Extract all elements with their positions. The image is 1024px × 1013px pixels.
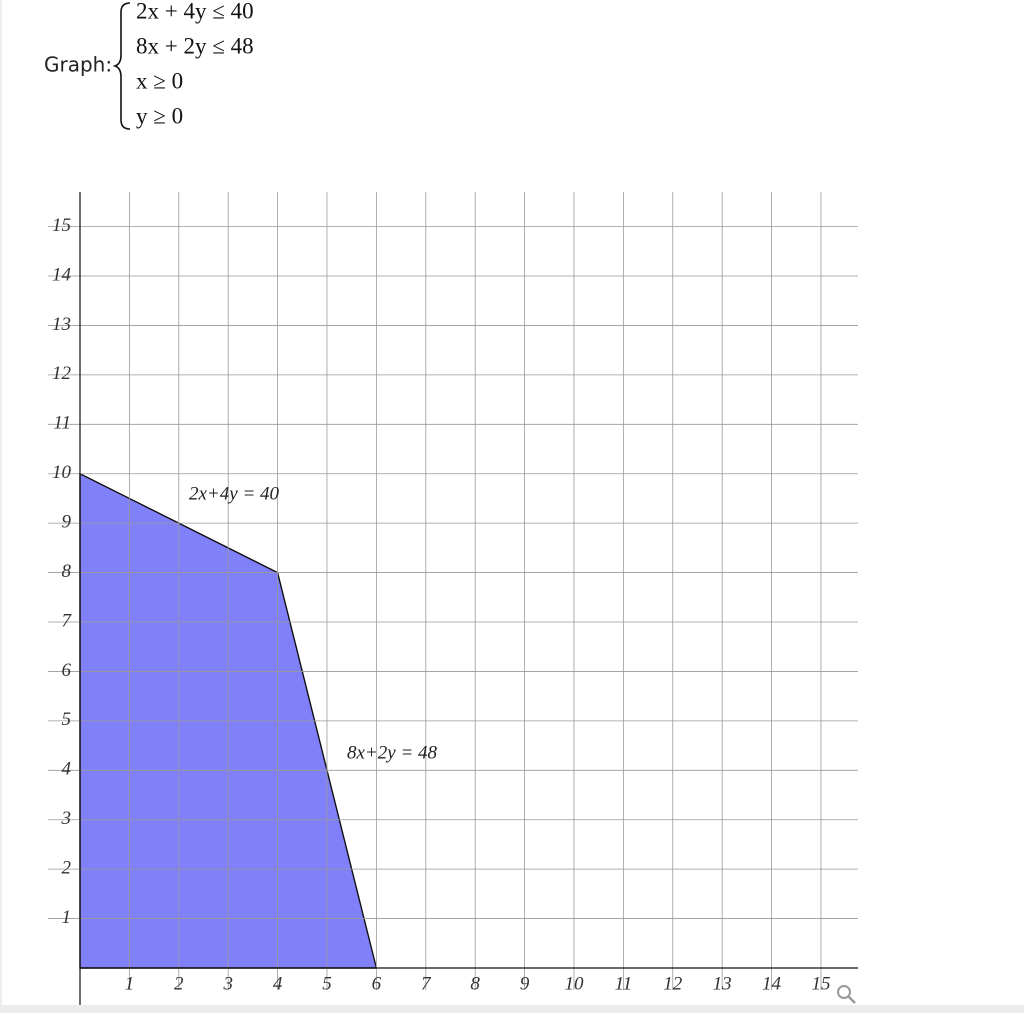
brace [112, 2, 131, 130]
y-tick-label: 14 [52, 264, 72, 285]
magnifier-handle[interactable] [847, 995, 856, 1004]
inequality: 8x + 2y ≤ 48 [136, 33, 254, 58]
inequality: 2x + 4y ≤ 40 [136, 0, 254, 23]
bottom-bar [0, 1005, 1024, 1013]
line-label: 8x+2y = 48 [347, 742, 438, 763]
x-tick-label: 15 [811, 973, 830, 994]
inequality: x ≥ 0 [136, 68, 183, 93]
y-tick-label: 11 [53, 413, 71, 434]
y-tick-label: 7 [62, 610, 73, 631]
x-tick-label: 8 [470, 973, 480, 994]
x-tick-label: 2 [174, 973, 184, 994]
y-tick-label: 12 [52, 363, 72, 384]
y-tick-label: 1 [62, 907, 72, 928]
x-tick-label: 9 [520, 973, 530, 994]
x-tick-label: 11 [615, 973, 633, 994]
x-tick-label: 7 [421, 973, 432, 994]
magnifier[interactable] [837, 985, 856, 1004]
x-tick-label: 10 [564, 973, 584, 994]
x-tick-label: 3 [222, 973, 233, 994]
line-label: 2x+4y = 40 [189, 483, 280, 504]
magnifier-lens[interactable] [837, 985, 851, 999]
y-tick-label: 8 [62, 561, 72, 582]
y-tick-label: 6 [62, 660, 72, 681]
x-tick-label: 14 [762, 973, 782, 994]
y-tick-label: 10 [52, 462, 72, 483]
graph-label: Graph: [44, 53, 112, 77]
y-tick-label: 9 [62, 512, 72, 533]
x-tick-label: 1 [125, 973, 135, 994]
y-tick-label: 4 [62, 759, 72, 780]
y-tick-label: 15 [52, 215, 71, 236]
y-tick-label: 13 [52, 314, 71, 335]
y-tick-label: 5 [62, 709, 72, 730]
y-tick-label: 2 [62, 858, 72, 879]
x-tick-label: 6 [372, 973, 382, 994]
x-tick-label: 12 [663, 973, 683, 994]
x-tick-label: 4 [273, 973, 283, 994]
x-tick-label: 5 [322, 973, 332, 994]
x-tick-label: 13 [713, 973, 732, 994]
inequality: y ≥ 0 [136, 103, 183, 128]
y-tick-label: 3 [61, 808, 72, 829]
